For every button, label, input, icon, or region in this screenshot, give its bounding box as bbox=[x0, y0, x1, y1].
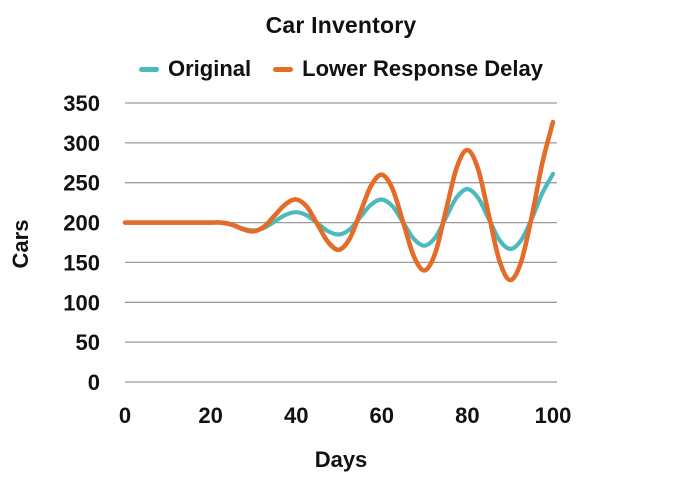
x-tick-label: 80 bbox=[455, 403, 479, 428]
x-tick-label: 60 bbox=[370, 403, 394, 428]
x-tick-label: 100 bbox=[535, 403, 572, 428]
x-tick-label: 20 bbox=[198, 403, 222, 428]
x-tick-label: 0 bbox=[119, 403, 131, 428]
chart-title: Car Inventory bbox=[265, 12, 417, 38]
legend-item-original: Original bbox=[139, 56, 251, 82]
y-tick-label: 350 bbox=[63, 91, 100, 116]
y-tick-label: 150 bbox=[63, 250, 100, 275]
y-tick-label: 0 bbox=[88, 370, 100, 395]
x-tick-label: 40 bbox=[284, 403, 308, 428]
y-tick-label: 300 bbox=[63, 131, 100, 156]
legend-item-lower-response-delay: Lower Response Delay bbox=[273, 56, 543, 82]
lower-response-delay-series-swatch-icon bbox=[273, 66, 294, 72]
y-tick-label: 200 bbox=[63, 211, 100, 236]
x-axis-title: Days bbox=[314, 447, 368, 472]
y-tick-label: 100 bbox=[63, 290, 100, 315]
y-tick-label: 50 bbox=[76, 330, 100, 355]
original-series-swatch-icon bbox=[139, 66, 159, 72]
legend-label-original: Original bbox=[168, 56, 252, 81]
series-line-lower-response-delay bbox=[122, 119, 556, 283]
y-tick-label: 250 bbox=[63, 171, 100, 196]
legend-label-lower-response-delay: Lower Response Delay bbox=[302, 56, 543, 81]
legend: Original Lower Response Delay bbox=[125, 56, 557, 82]
